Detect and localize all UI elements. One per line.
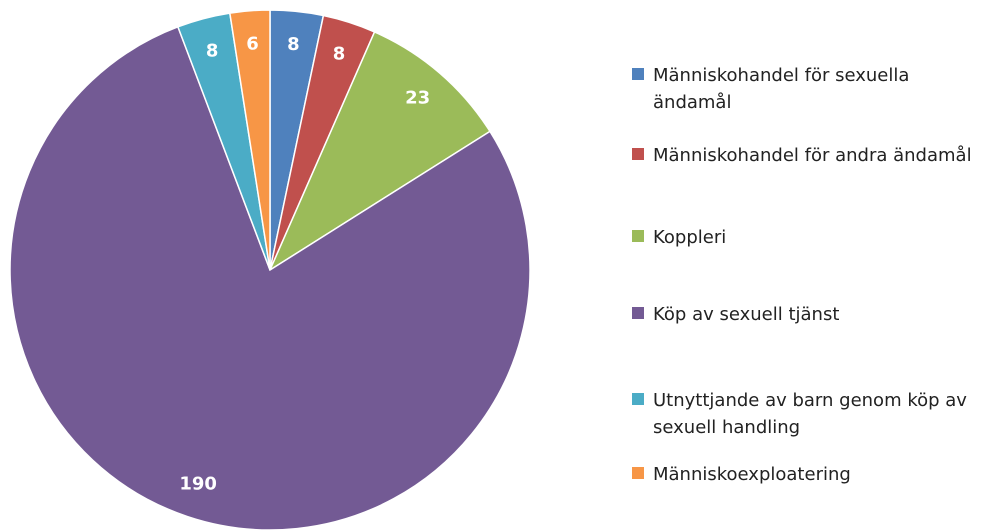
pie-area: 8 8 23 190 8 6	[9, 9, 531, 531]
legend-item: Människohandel för andra ändamål	[632, 142, 997, 169]
legend-label: Utnyttjande av barn genom köp av sexuell…	[653, 390, 967, 438]
value-label: 23	[405, 88, 430, 109]
value-label: 6	[246, 33, 259, 54]
legend-swatch	[632, 68, 644, 80]
legend-label: Människohandel för andra ändamål	[653, 145, 972, 166]
legend-item: Människohandel för sexuella ändamål	[632, 62, 997, 116]
legend-item: Människoexploatering	[632, 461, 997, 488]
legend-label: Koppleri	[653, 227, 727, 248]
legend-item: Köp av sexuell tjänst	[632, 301, 997, 328]
value-label: 8	[287, 34, 300, 55]
pie-slice	[268, 30, 491, 272]
legend-label: Människoexploatering	[653, 464, 851, 485]
legend-label: Köp av sexuell tjänst	[653, 304, 840, 325]
legend-swatch	[632, 467, 644, 479]
pie-slice	[228, 9, 271, 271]
legend-swatch	[632, 307, 644, 319]
legend-item: Koppleri	[632, 224, 997, 251]
pie-slice	[9, 25, 531, 531]
legend-swatch	[632, 393, 644, 405]
legend-swatch	[632, 230, 644, 242]
value-label: 8	[333, 44, 346, 65]
value-label: 190	[179, 473, 217, 494]
legend-label: Människohandel för sexuella ändamål	[653, 65, 910, 113]
legend-item: Utnyttjande av barn genom köp av sexuell…	[632, 387, 997, 441]
legend-swatch	[632, 148, 644, 160]
value-label: 8	[206, 40, 219, 61]
